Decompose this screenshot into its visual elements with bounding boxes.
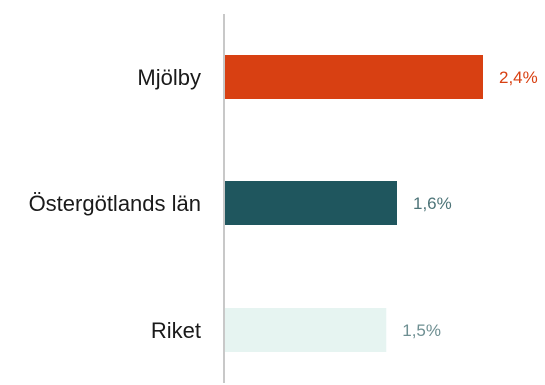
value-label-1: 1,6% xyxy=(413,194,452,213)
value-labels: 2,4% 1,6% 1,5% xyxy=(402,68,538,340)
category-label-1: Östergötlands län xyxy=(29,191,201,216)
category-label-2: Riket xyxy=(151,318,201,343)
value-label-0: 2,4% xyxy=(499,68,538,87)
category-label-0: Mjölby xyxy=(137,65,201,90)
category-labels: Mjölby Östergötlands län Riket xyxy=(29,65,201,343)
bar-group xyxy=(225,55,483,352)
bar-2 xyxy=(225,308,387,352)
bar-1 xyxy=(225,181,397,225)
value-label-2: 1,5% xyxy=(402,321,441,340)
bar-0 xyxy=(225,55,483,99)
